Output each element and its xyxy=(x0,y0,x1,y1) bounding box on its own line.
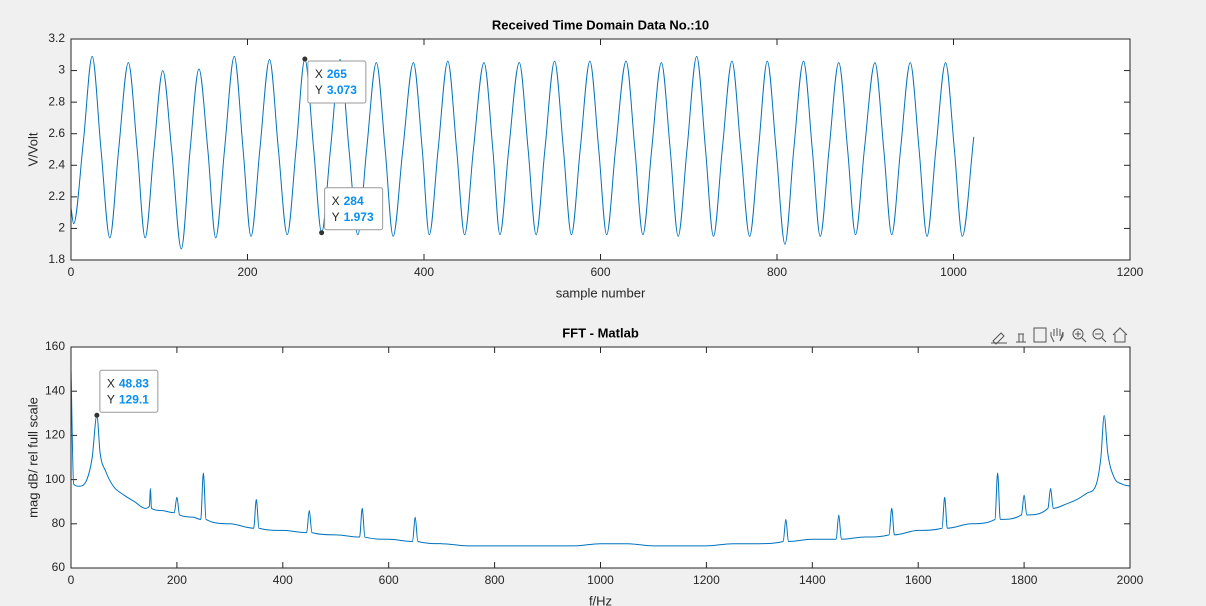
datatip-x-value: 48.83 xyxy=(119,376,149,390)
x-tick-label: 400 xyxy=(273,573,293,587)
datatip-y-value: 1.973 xyxy=(344,210,374,224)
toolbar-datatip[interactable] xyxy=(1016,333,1026,343)
x-tick-label: 400 xyxy=(414,265,434,279)
x-tick-label: 1200 xyxy=(1117,265,1144,279)
datatip-y-value: 3.073 xyxy=(327,83,357,97)
x-tick-label: 200 xyxy=(237,265,257,279)
datatip-x-value: 265 xyxy=(327,67,347,81)
datatip-box xyxy=(99,369,159,413)
y-tick-label: 2.4 xyxy=(48,157,65,171)
datatip-x-label: X xyxy=(332,194,340,208)
data-line xyxy=(71,369,1130,547)
datatip-y-label: Y xyxy=(107,392,115,406)
datatip-marker xyxy=(319,230,325,236)
x-tick-label: 800 xyxy=(767,265,787,279)
y-tick-label: 3.2 xyxy=(48,31,65,45)
datatip-x-label: X xyxy=(315,67,323,81)
x-tick-label: 0 xyxy=(68,573,75,587)
y-tick-label: 100 xyxy=(45,472,65,486)
axes-box xyxy=(70,38,1131,261)
chart-title: Received Time Domain Data No.:10 xyxy=(492,17,709,32)
y-tick-label: 2 xyxy=(58,221,65,235)
toolbar-brush[interactable] xyxy=(991,332,1007,345)
x-tick-label: 800 xyxy=(485,573,505,587)
axes-box xyxy=(70,346,1131,569)
toolbar-zoom-out-mark[interactable] xyxy=(1095,333,1107,343)
y-axis-label: mag dB/ rel full scale xyxy=(25,397,40,518)
y-axis-label: V/Volt xyxy=(25,132,40,166)
data-line xyxy=(71,55,975,250)
datatip-y-label: Y xyxy=(315,83,323,97)
x-tick-label: 0 xyxy=(68,265,75,279)
y-tick-label: 2.8 xyxy=(48,94,65,108)
datatip-box xyxy=(324,187,384,231)
y-tick-label: 120 xyxy=(45,428,65,442)
x-tick-label: 600 xyxy=(379,573,399,587)
toolbar-home[interactable] xyxy=(1112,327,1128,343)
chart-title: FFT - Matlab xyxy=(562,325,639,340)
y-tick-label: 60 xyxy=(52,560,66,574)
datatip-x-label: X xyxy=(107,376,115,390)
x-tick-label: 1200 xyxy=(693,573,720,587)
x-tick-label: 1800 xyxy=(1011,573,1038,587)
plot-area xyxy=(71,39,1130,260)
x-tick-label: 1000 xyxy=(940,265,967,279)
toolbar-pan[interactable] xyxy=(1050,328,1064,343)
y-tick-label: 160 xyxy=(45,339,65,353)
y-tick-label: 140 xyxy=(45,383,65,397)
datatip-marker xyxy=(94,412,100,418)
x-tick-label: 2000 xyxy=(1117,573,1144,587)
x-axis-label: f/Hz xyxy=(589,593,612,606)
x-tick-label: 1600 xyxy=(905,573,932,587)
toolbar-zoom-out[interactable] xyxy=(1092,328,1104,340)
y-tick-label: 2.2 xyxy=(48,189,65,203)
y-tick-label: 1.8 xyxy=(48,252,65,266)
y-tick-label: 3 xyxy=(58,63,65,77)
x-tick-label: 1400 xyxy=(799,573,826,587)
axes-toolbar[interactable] xyxy=(991,327,1128,345)
x-tick-label: 600 xyxy=(590,265,610,279)
datatip-marker xyxy=(302,56,308,62)
datatip-y-label: Y xyxy=(332,210,340,224)
y-tick-label: 2.6 xyxy=(48,126,65,140)
x-axis-label: sample number xyxy=(556,285,646,300)
toolbar-zoom-in-mark[interactable] xyxy=(1075,331,1087,343)
datatip-box xyxy=(307,60,367,104)
datatip-y-value: 129.1 xyxy=(119,392,149,406)
toolbar-zoom-in[interactable] xyxy=(1072,328,1084,340)
datatip-x-value: 284 xyxy=(344,194,364,208)
x-tick-label: 1000 xyxy=(587,573,614,587)
toolbar-link[interactable] xyxy=(1033,327,1047,343)
plot-area xyxy=(71,347,1130,568)
y-tick-label: 80 xyxy=(52,516,66,530)
x-tick-label: 200 xyxy=(167,573,187,587)
